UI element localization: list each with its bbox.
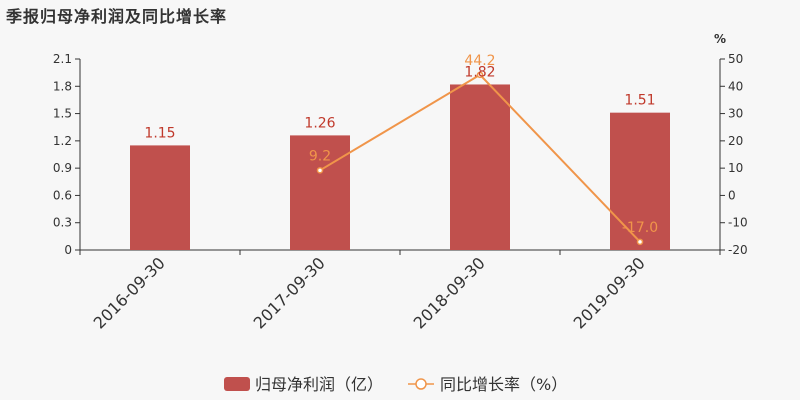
legend[interactable]: 归母净利润（亿） 同比增长率（%）: [224, 375, 567, 394]
bar: [450, 84, 510, 250]
growth-point: [316, 167, 324, 174]
y-left-tick-label: 2.1: [53, 52, 72, 66]
x-tick-label: 2016-09-30: [90, 253, 169, 332]
bar: [610, 112, 670, 251]
chart-title: 季报归母净利润及同比增长率: [6, 7, 228, 26]
x-tick-label: 2018-09-30: [410, 253, 489, 332]
y-left-tick-label: 1.8: [53, 79, 72, 93]
x-tick-label: 2017-09-30: [250, 253, 329, 332]
y-right-unit: %: [714, 32, 726, 46]
legend-line-label: 同比增长率（%）: [440, 375, 567, 394]
y-right-tick-label: 40: [728, 79, 743, 93]
bar-value-label: 1.15: [144, 125, 175, 141]
legend-bar-swatch[interactable]: [224, 377, 250, 391]
growth-value-label: 9.2: [309, 148, 331, 164]
growth-value-label: 44.2: [464, 53, 495, 69]
y-right-tick-label: 30: [728, 107, 743, 121]
x-tick-label: 2019-09-30: [570, 253, 649, 332]
bar-value-label: 1.26: [304, 115, 335, 131]
y-right-tick-label: 0: [728, 188, 736, 202]
growth-line: [316, 71, 644, 246]
y-left-tick-label: 0.3: [53, 216, 72, 230]
growth-point: [476, 71, 484, 79]
y-left-tick-label: 0: [64, 243, 72, 257]
data-labels: 1.15 1.26 1.82 1.51 9.2 44.2 -17.0: [144, 53, 658, 236]
legend-line-marker: [415, 378, 427, 390]
y-right-tick-label: -10: [728, 216, 748, 230]
bar: [290, 135, 350, 250]
bar: [130, 145, 190, 250]
y-right-tick-label: 50: [728, 52, 743, 66]
y-right-tick-label: -20: [728, 243, 748, 257]
y-left-tick-label: 0.9: [53, 161, 72, 175]
bar-value-label: 1.51: [624, 93, 655, 109]
y-left-tick-label: 1.5: [53, 107, 72, 121]
bars: [130, 84, 670, 251]
bar-value-label: 1.82: [464, 64, 495, 80]
y-right-tick-label: 10: [728, 161, 743, 175]
legend-bar-label: 归母净利润（亿）: [255, 375, 383, 394]
y-right-tick-label: 20: [728, 134, 743, 148]
y-left-tick-label: 1.2: [53, 134, 72, 148]
y-left-tick-label: 0.6: [53, 188, 72, 202]
growth-point: [636, 238, 644, 246]
growth-value-label: -17.0: [622, 220, 658, 236]
